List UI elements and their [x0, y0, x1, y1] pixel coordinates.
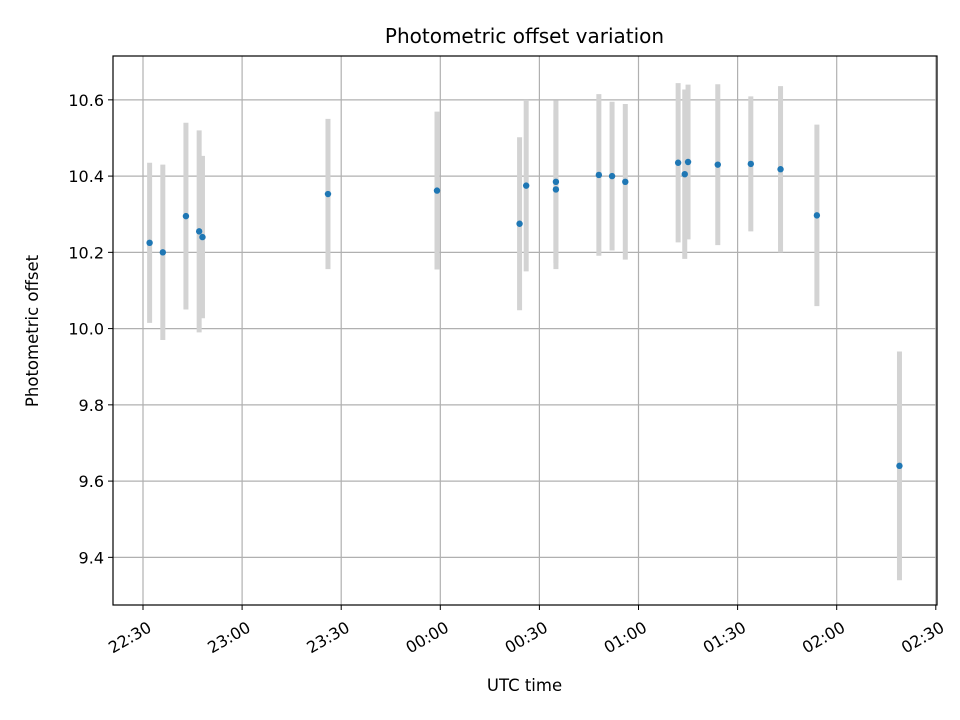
data-point: [195, 228, 203, 235]
data-point: [522, 182, 530, 189]
data-point: [608, 172, 616, 180]
data-point: [747, 160, 755, 168]
data-point: [552, 178, 560, 186]
y-axis-label: Photometric offset: [23, 254, 42, 407]
data-point: [433, 187, 441, 194]
data-point: [146, 239, 153, 247]
data-point: [199, 233, 206, 241]
data-point: [516, 220, 523, 227]
data-point: [622, 178, 629, 186]
data-point: [182, 212, 190, 220]
y-tick-label: 10.2: [68, 243, 104, 262]
chart-title: Photometric offset variation: [385, 24, 664, 48]
data-point: [684, 158, 692, 166]
data-point: [674, 159, 682, 166]
y-tick-label: 10.0: [68, 320, 104, 339]
y-tick-label: 9.8: [79, 396, 104, 415]
plot-frame: [112, 55, 938, 606]
data-point: [714, 161, 721, 168]
y-tick-label: 10.4: [68, 167, 104, 186]
y-tick-label: 10.6: [68, 91, 104, 110]
data-point: [159, 249, 167, 256]
data-point: [681, 170, 688, 178]
y-axis-ticks: 9.4 9.6 9.8 10.0 10.2 10.4 10.6: [68, 91, 113, 567]
data-point: [813, 212, 821, 219]
y-tick-label: 9.6: [79, 472, 104, 491]
data-point: [552, 186, 560, 193]
data-point: [324, 190, 332, 198]
x-axis-label: UTC time: [487, 676, 562, 695]
data-point: [777, 166, 784, 173]
data-point: [595, 171, 603, 179]
data-point: [896, 462, 903, 470]
y-tick-label: 9.4: [79, 548, 104, 567]
data-points: [146, 158, 903, 470]
